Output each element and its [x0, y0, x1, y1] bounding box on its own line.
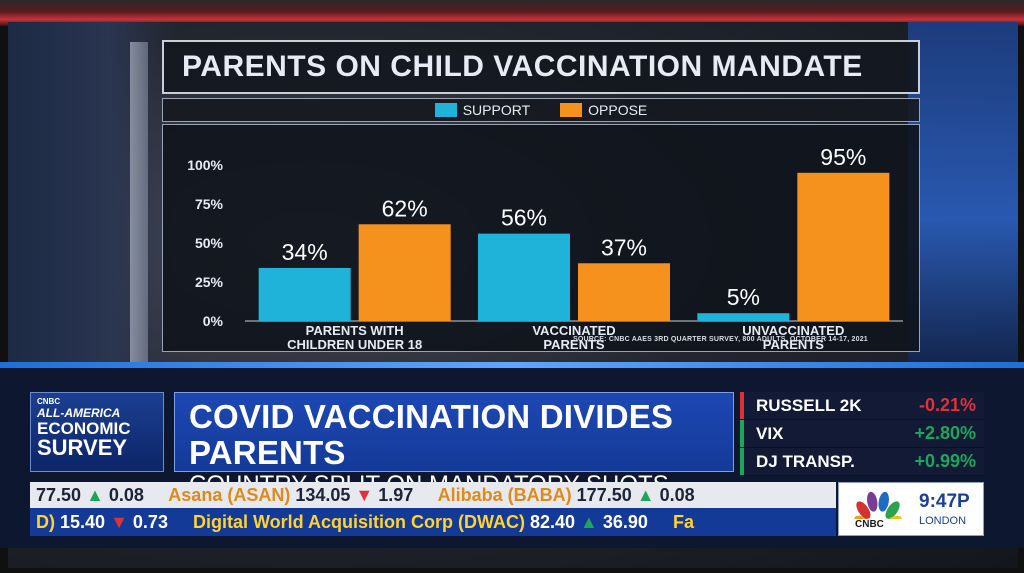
crawl-bottom-text: D) 15.40 ▼ 0.73 Digital World Acquisitio… — [30, 508, 836, 536]
brand-survey: SURVEY — [37, 435, 128, 460]
chart-panel: 100% 75% 50% 25% 0% 34% 62% PARENTS WITH CHILDRE… — [162, 124, 920, 352]
up-arrow-icon: ▲ — [580, 512, 598, 532]
crawl-price: 82.40 — [529, 512, 576, 532]
stock-crawl-top: 77.50 ▲ 0.08 Asana (ASAN) 134.05 ▼ 1.97 … — [30, 482, 836, 508]
bar-chart: 100% 75% 50% 25% 0% 34% 62% PARENTS WITHCHILDRE… — [187, 144, 903, 352]
chart-title-box: PARENTS ON CHILD VACCINATION MANDATE — [162, 40, 920, 94]
y-tick-label: 25% — [195, 274, 224, 290]
x-tick-label: VACCINATED — [532, 323, 615, 338]
data-label: 62% — [382, 195, 428, 221]
x-tick-label: CHILDREN UNDER 18 — [287, 337, 422, 352]
crawl-price: 134.05 — [295, 485, 351, 505]
legend-swatch-support — [434, 103, 457, 117]
crawl-change: 0.08 — [108, 485, 144, 505]
studio-pole — [130, 42, 148, 362]
crawl-change: 1.97 — [378, 485, 414, 505]
survey-brand-box: CNBC ALL-AMERICA ECONOMIC SURVEY — [30, 392, 164, 472]
legend-item-support: SUPPORT — [434, 102, 531, 118]
crawl-change: 36.90 — [602, 512, 648, 532]
network-clock-box: CNBC 9:47P LONDON — [838, 482, 984, 536]
down-arrow-icon: ▼ — [355, 485, 374, 505]
crawl-price: 177.50 — [576, 485, 632, 505]
legend-label-oppose: OPPOSE — [588, 102, 648, 118]
crawl-top-text: 77.50 ▲ 0.08 Asana (ASAN) 134.05 ▼ 1.97 … — [30, 482, 836, 508]
up-arrow-icon: ▲ — [636, 485, 655, 505]
index-ticker-panel: RUSSELL 2K -0.21% VIX +2.80% DJ TRANSP. … — [740, 392, 984, 476]
legend-label-support: SUPPORT — [462, 102, 531, 118]
ticker-name: RUSSELL 2K — [756, 395, 862, 415]
crawl-change: 0.73 — [132, 512, 168, 532]
down-arrow-icon: ▼ — [110, 512, 128, 532]
data-label: 95% — [820, 144, 866, 170]
chart-title: PARENTS ON CHILD VACCINATION MANDATE — [182, 50, 863, 83]
y-tick-label: 50% — [195, 235, 224, 251]
crawl-stock-name: D) — [36, 512, 55, 532]
bar-support — [478, 233, 570, 321]
crawl-stock-name: Alibaba (BABA) — [437, 485, 572, 505]
ticker-value: +2.80% — [914, 423, 976, 443]
bar-support — [697, 313, 790, 321]
bar-oppose — [358, 224, 451, 321]
up-arrow-icon: ▲ — [86, 485, 104, 505]
ticker-row-russell: RUSSELL 2K -0.21% — [740, 392, 984, 419]
ticker-name: VIX — [756, 423, 784, 443]
bar-oppose — [797, 172, 890, 321]
studio-background-right — [908, 22, 1018, 382]
x-tick-label: PARENTS — [763, 337, 824, 352]
data-label: 5% — [727, 284, 760, 310]
x-tick-label: UNVACCINATED — [742, 323, 844, 338]
x-tick-label: PARENTS — [543, 337, 604, 352]
data-label: 56% — [501, 205, 547, 231]
crawl-price: 77.50 — [36, 485, 82, 505]
crawl-change: 0.08 — [659, 485, 695, 505]
legend-swatch-oppose — [560, 103, 583, 117]
legend-item-oppose: OPPOSE — [560, 102, 647, 118]
brand-economic: ECONOMIC — [37, 419, 131, 438]
crawl-stock-name: Asana (ASAN) — [168, 485, 291, 505]
chart-legend: SUPPORT OPPOSE — [162, 98, 920, 122]
crawl-stock-name: Digital World Acquisition Corp (DWAC) — [192, 512, 525, 532]
ticker-name: DJ TRANSP. — [756, 451, 855, 471]
ticker-row-vix: VIX +2.80% — [740, 420, 984, 447]
chart-source: SOURCE: CNBC AAES 3RD QUARTER SURVEY, 80… — [573, 336, 868, 343]
clock-city: LONDON — [919, 515, 967, 527]
headline-main: COVID VACCINATION DIVIDES PARENTS — [189, 398, 674, 471]
y-tick-label: 0% — [203, 313, 224, 329]
ticker-value: +0.99% — [914, 451, 976, 471]
lower-third-divider — [0, 362, 1024, 368]
tv-top-glow — [0, 0, 1024, 26]
x-tick-label: PARENTS WITH — [306, 323, 404, 338]
peacock-logo-icon — [854, 491, 902, 519]
crawl-price: 15.40 — [60, 512, 106, 532]
headline-box: COVID VACCINATION DIVIDES PARENTS COUNTR… — [174, 392, 734, 526]
brand-all-america: ALL-AMERICA — [37, 406, 121, 420]
studio-background-left — [8, 22, 178, 382]
crawl-stock-name: Fa — [672, 512, 694, 532]
ticker-row-dj-transp: DJ TRANSP. +0.99% — [740, 448, 984, 475]
data-label: 37% — [601, 234, 647, 260]
y-tick-label: 100% — [187, 157, 223, 173]
ticker-value: -0.21% — [918, 395, 976, 415]
y-tick-label: 75% — [195, 196, 224, 212]
bar-support — [258, 267, 351, 321]
brand-network: CNBC — [37, 397, 61, 406]
clock-time: 9:47P — [919, 491, 970, 512]
stock-crawl-bottom: D) 15.40 ▼ 0.73 Digital World Acquisitio… — [30, 508, 836, 536]
bar-oppose — [578, 263, 670, 321]
clock-network: CNBC — [855, 519, 884, 530]
data-label: 34% — [282, 239, 328, 265]
